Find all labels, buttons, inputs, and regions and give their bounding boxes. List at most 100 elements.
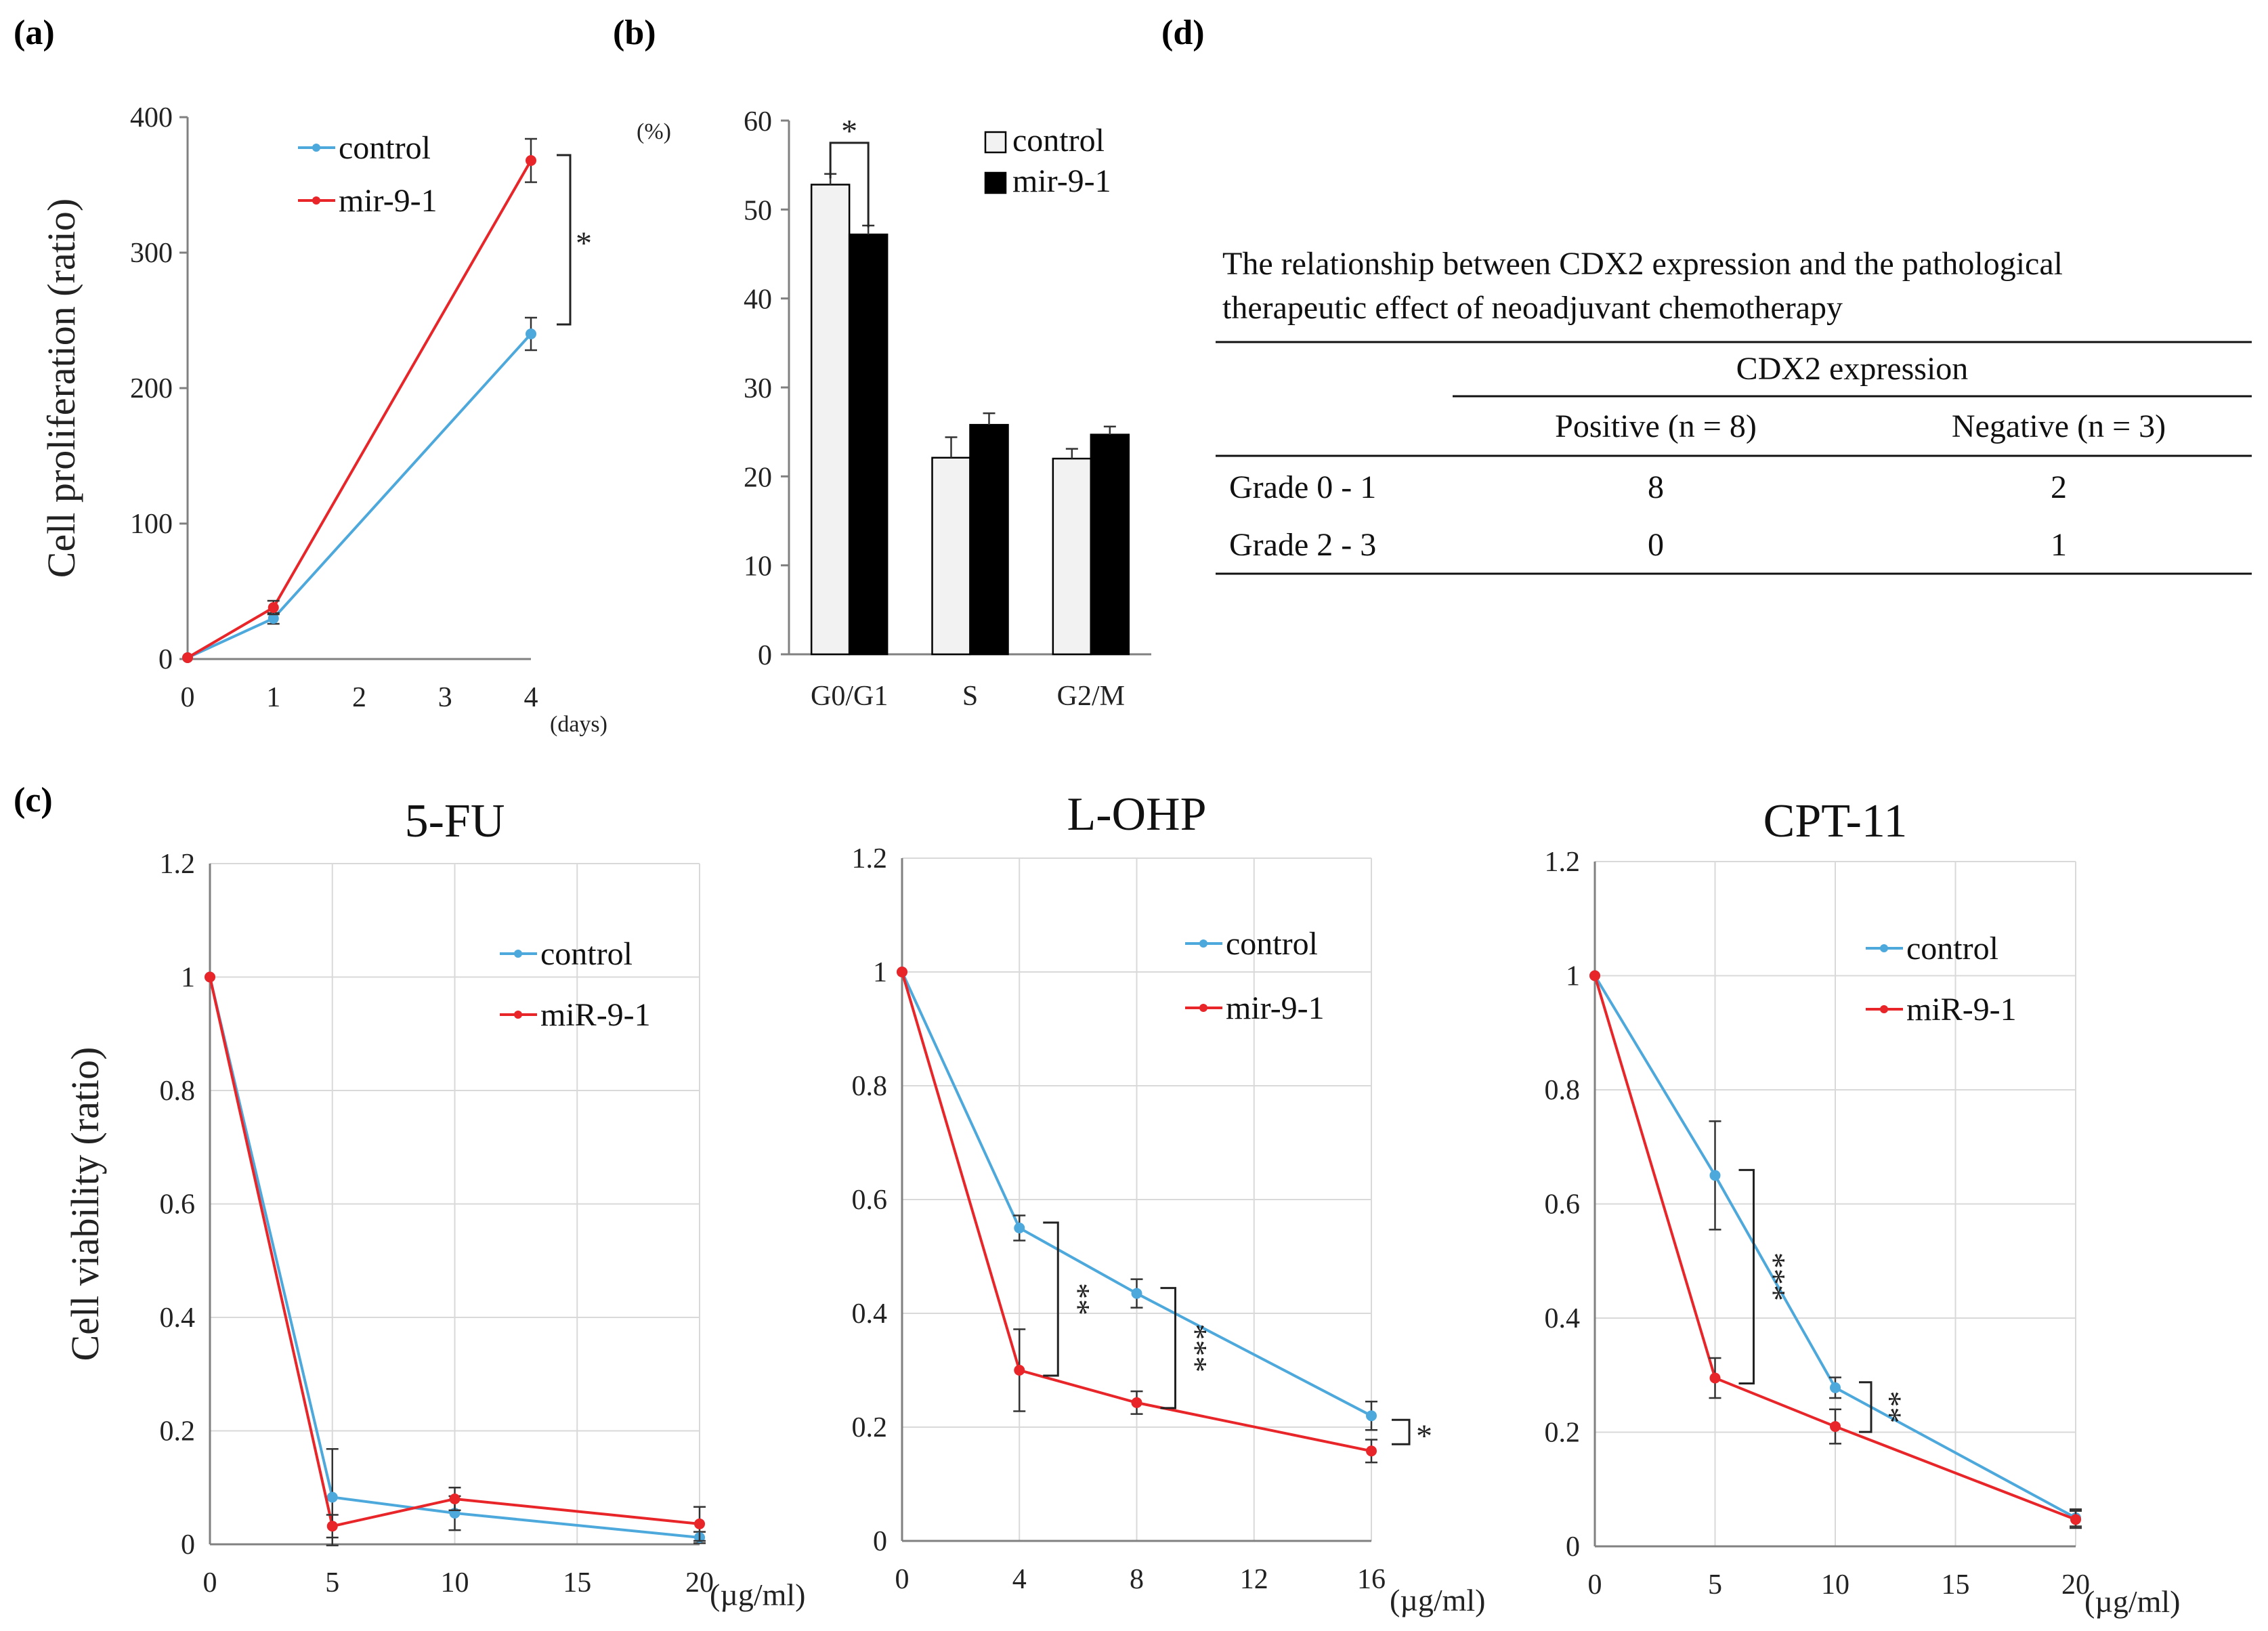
table-col-header-positive: Positive (n = 8) bbox=[1555, 408, 1757, 444]
y-tick-label-4: 0.8 bbox=[1545, 1075, 1581, 1106]
x-tick-label-3: 12 bbox=[1240, 1564, 1268, 1595]
y-tick-label-0: 0 bbox=[181, 1529, 195, 1561]
series-line-1 bbox=[901, 971, 1372, 1453]
chart-title: 5-FU bbox=[405, 795, 505, 847]
data-point-0-1 bbox=[268, 613, 279, 624]
x-tick-label-2: 2 bbox=[352, 682, 366, 713]
data-point-1-3 bbox=[2070, 1514, 2081, 1525]
cdx2-table: The relationship between CDX2 expression… bbox=[1216, 246, 2252, 575]
x-tick-label-0: 0 bbox=[895, 1564, 910, 1595]
legend-marker-1 bbox=[1199, 1004, 1207, 1012]
x-tick-label-2: 10 bbox=[1821, 1569, 1849, 1601]
data-point-1-0 bbox=[182, 652, 193, 663]
y-tick-label-3: 300 bbox=[130, 238, 173, 269]
y-tick-label-4: 0.8 bbox=[852, 1071, 888, 1102]
data-point-0-1 bbox=[1709, 1170, 1721, 1181]
legend-label-1: miR-9-1 bbox=[1906, 992, 2017, 1028]
bar-0-2 bbox=[1052, 457, 1092, 656]
significance-label-b: * bbox=[841, 114, 857, 150]
data-point-1-1 bbox=[326, 1521, 338, 1532]
y-tick-label-1: 0.2 bbox=[1545, 1418, 1581, 1449]
legend-label-1: mir-9-1 bbox=[1012, 163, 1111, 199]
chart-cpt11: 0 0.2 0.4 0.6 0.8 1 1.2 0 5 10 15 20 CPT-11 (µg/ml) co… bbox=[1545, 795, 2181, 1619]
panel-label-c: (c) bbox=[14, 781, 53, 820]
data-point-1-1 bbox=[1014, 1365, 1025, 1376]
data-point-1-0 bbox=[897, 967, 907, 977]
legend-marker-1 bbox=[312, 196, 320, 205]
y-tick-label-0: 0 bbox=[758, 640, 772, 671]
x-tick-label-3: 15 bbox=[1942, 1569, 1970, 1601]
significance-bracket-c2-0 bbox=[1043, 1221, 1059, 1377]
table-cell-grade01-positive: 8 bbox=[1648, 469, 1664, 505]
y-axis-label: Cell proliferation (ratio) bbox=[39, 198, 83, 578]
data-point-0-2 bbox=[1131, 1288, 1142, 1299]
significance-label-c3-0: *** bbox=[1756, 1252, 1792, 1301]
bar-1-2 bbox=[1090, 433, 1130, 656]
x-tick-label-2: 8 bbox=[1130, 1564, 1144, 1595]
bar-0-1 bbox=[931, 457, 971, 656]
y-tick-label-6: 1.2 bbox=[160, 849, 196, 880]
y-tick-label-3: 0.6 bbox=[852, 1185, 888, 1216]
chart-title: CPT-11 bbox=[1763, 795, 1908, 847]
significance-label-c2-1: *** bbox=[1178, 1323, 1214, 1372]
x-tick-label-4: 16 bbox=[1357, 1564, 1386, 1595]
y-tick-label-0: 0 bbox=[1566, 1531, 1580, 1563]
legend-label-0: control bbox=[1012, 123, 1105, 158]
x-tick-label-4: 20 bbox=[685, 1567, 714, 1598]
chart-title: L-OHP bbox=[1067, 788, 1206, 841]
x-tick-label-1: 5 bbox=[1708, 1569, 1722, 1601]
data-point-1-2 bbox=[1131, 1397, 1142, 1408]
legend-marker-0 bbox=[312, 144, 320, 152]
significance-bracket-c3-0 bbox=[1738, 1168, 1755, 1384]
panel-label-b: (b) bbox=[613, 14, 656, 52]
x-tick-label-2: G2/M bbox=[1057, 681, 1125, 712]
data-point-1-2 bbox=[449, 1494, 461, 1504]
data-point-0-3 bbox=[1366, 1410, 1377, 1422]
y-tick-label-3: 0.6 bbox=[160, 1189, 196, 1221]
y-tick-label-1: 100 bbox=[130, 509, 173, 540]
x-tick-label-0: G0/G1 bbox=[811, 681, 888, 712]
y-tick-label-5: 50 bbox=[744, 195, 772, 226]
x-tick-label-4: 20 bbox=[2061, 1569, 2090, 1601]
bar-0-0 bbox=[810, 184, 851, 656]
legend-label-0: control bbox=[1906, 931, 1998, 967]
y-tick-label-4: 40 bbox=[744, 284, 772, 316]
series-line-0 bbox=[187, 333, 532, 659]
panel-label-d: (d) bbox=[1161, 14, 1205, 52]
significance-label-c2-2: * bbox=[1416, 1418, 1432, 1454]
significance-bracket-a bbox=[557, 154, 572, 326]
table-col-header-negative: Negative (n = 3) bbox=[1952, 408, 2166, 444]
y-tick-label-3: 30 bbox=[744, 373, 772, 404]
chart-cell-cycle: 0 10 20 30 40 50 60 (%) G0/G1 S G2/M * control mir-9-… bbox=[637, 106, 1151, 712]
y-tick-label-2: 0.4 bbox=[1545, 1303, 1581, 1334]
legend-label-0: control bbox=[339, 130, 431, 166]
significance-bracket-c2-1 bbox=[1160, 1287, 1176, 1410]
significance-bracket-c2-2 bbox=[1392, 1418, 1411, 1445]
significance-label-c3-1: ** bbox=[1872, 1391, 1908, 1423]
significance-label-a: * bbox=[576, 226, 592, 261]
x-tick-label-1: S bbox=[962, 681, 978, 712]
y-tick-label-6: 1.2 bbox=[852, 843, 888, 874]
y-tick-label-2: 200 bbox=[130, 373, 173, 404]
data-point-1-0 bbox=[1589, 970, 1600, 981]
y-tick-label-5: 1 bbox=[873, 957, 887, 988]
y-tick-label-1: 0.2 bbox=[852, 1412, 888, 1443]
x-tick-label-3: 3 bbox=[438, 682, 452, 713]
x-axis-unit: (days) bbox=[550, 712, 607, 737]
x-axis-unit: (µg/ml) bbox=[1390, 1583, 1485, 1617]
x-axis-unit: (µg/ml) bbox=[710, 1577, 805, 1612]
data-point-1-3 bbox=[1366, 1445, 1377, 1457]
chart-cell-proliferation: 0 100 200 300 400 0 1 2 3 4 Cell proliferation (ra… bbox=[39, 102, 607, 737]
significance-bracket-b bbox=[829, 142, 870, 228]
data-point-0-2 bbox=[1830, 1382, 1841, 1393]
legend-label-0: control bbox=[1226, 926, 1318, 962]
legend-swatch-1 bbox=[984, 171, 1007, 194]
chart-5fu: 0 0.2 0.4 0.6 0.8 1 1.2 0 5 10 15 20 5-FU Cell viabil… bbox=[63, 795, 805, 1612]
data-point-1-0 bbox=[205, 971, 215, 983]
error-bar-0-1 bbox=[945, 436, 958, 458]
x-tick-label-0: 0 bbox=[181, 682, 195, 713]
y-tick-label-2: 0.4 bbox=[160, 1302, 196, 1334]
y-tick-label-5: 1 bbox=[181, 962, 195, 994]
legend-marker-0 bbox=[514, 950, 522, 958]
